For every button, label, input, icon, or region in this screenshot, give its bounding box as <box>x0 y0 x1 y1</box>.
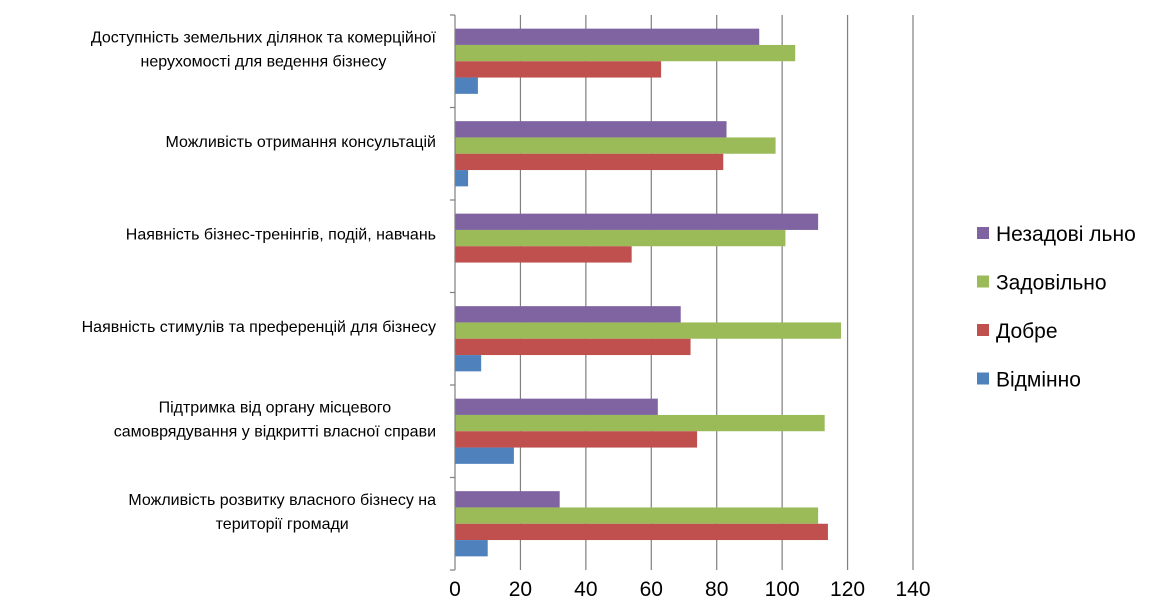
bar <box>455 431 698 448</box>
bar <box>455 355 482 372</box>
bar <box>455 507 819 524</box>
category-label: території громади <box>216 516 349 533</box>
legend-label: Незадові льно <box>996 223 1136 246</box>
x-tick-label: 120 <box>830 578 865 601</box>
bar <box>455 77 478 94</box>
x-tick-label: 40 <box>574 578 597 601</box>
bar <box>455 170 469 187</box>
gridlines <box>519 15 914 570</box>
bar <box>455 44 796 62</box>
category-label: самоврядування у відкритті власної справ… <box>114 423 436 440</box>
x-tick-label: 0 <box>449 578 461 601</box>
bar <box>455 398 658 415</box>
legend-swatch <box>977 227 989 239</box>
category-label: Можливість розвитку власного бізнесу на <box>128 492 436 509</box>
bar <box>455 137 776 154</box>
tick-labels: 0 20 40 60 80 100 120 140 <box>449 578 930 601</box>
legend-label: Задовільно <box>996 272 1107 295</box>
legend-label: Відмінно <box>996 369 1081 392</box>
bar <box>455 246 632 263</box>
bar <box>455 153 724 171</box>
bar <box>455 491 560 508</box>
category-label: Підтримка від органу місцевого <box>159 399 392 416</box>
bar <box>455 414 825 432</box>
category-label: нерухомості для ведення бізнесу <box>140 53 386 70</box>
legend-swatch <box>977 275 989 288</box>
category-label: Наявність бізнес-тренінгів, подій, навча… <box>126 226 436 243</box>
bar <box>455 447 514 464</box>
bar <box>455 229 786 247</box>
bar <box>455 121 727 138</box>
x-tick-label: 20 <box>509 578 532 601</box>
bar <box>455 61 662 78</box>
bar <box>455 523 828 541</box>
legend-swatch <box>977 324 989 336</box>
bar <box>455 322 842 339</box>
legend: Незадові льно Задовільно Добре Відмінно <box>977 223 1136 392</box>
category-label: Доступність земельних ділянок та комерці… <box>91 29 437 46</box>
bar <box>455 338 691 356</box>
bars <box>455 28 842 557</box>
x-tick-label: 60 <box>640 578 663 601</box>
bar <box>455 306 681 323</box>
legend-swatch <box>977 372 989 385</box>
x-tick-label: 140 <box>895 578 930 601</box>
category-labels: Доступність земельних ділянок та комерці… <box>82 29 437 533</box>
bar <box>455 540 488 557</box>
axes <box>450 14 456 571</box>
bar <box>455 28 760 45</box>
category-label: Можливість отримання консультацій <box>166 134 436 151</box>
x-tick-label: 100 <box>765 578 800 601</box>
bar <box>455 213 819 230</box>
legend-label: Добре <box>996 320 1058 343</box>
x-tick-label: 80 <box>705 578 728 601</box>
category-label: Наявність стимулів та преференцій для бі… <box>82 319 436 336</box>
